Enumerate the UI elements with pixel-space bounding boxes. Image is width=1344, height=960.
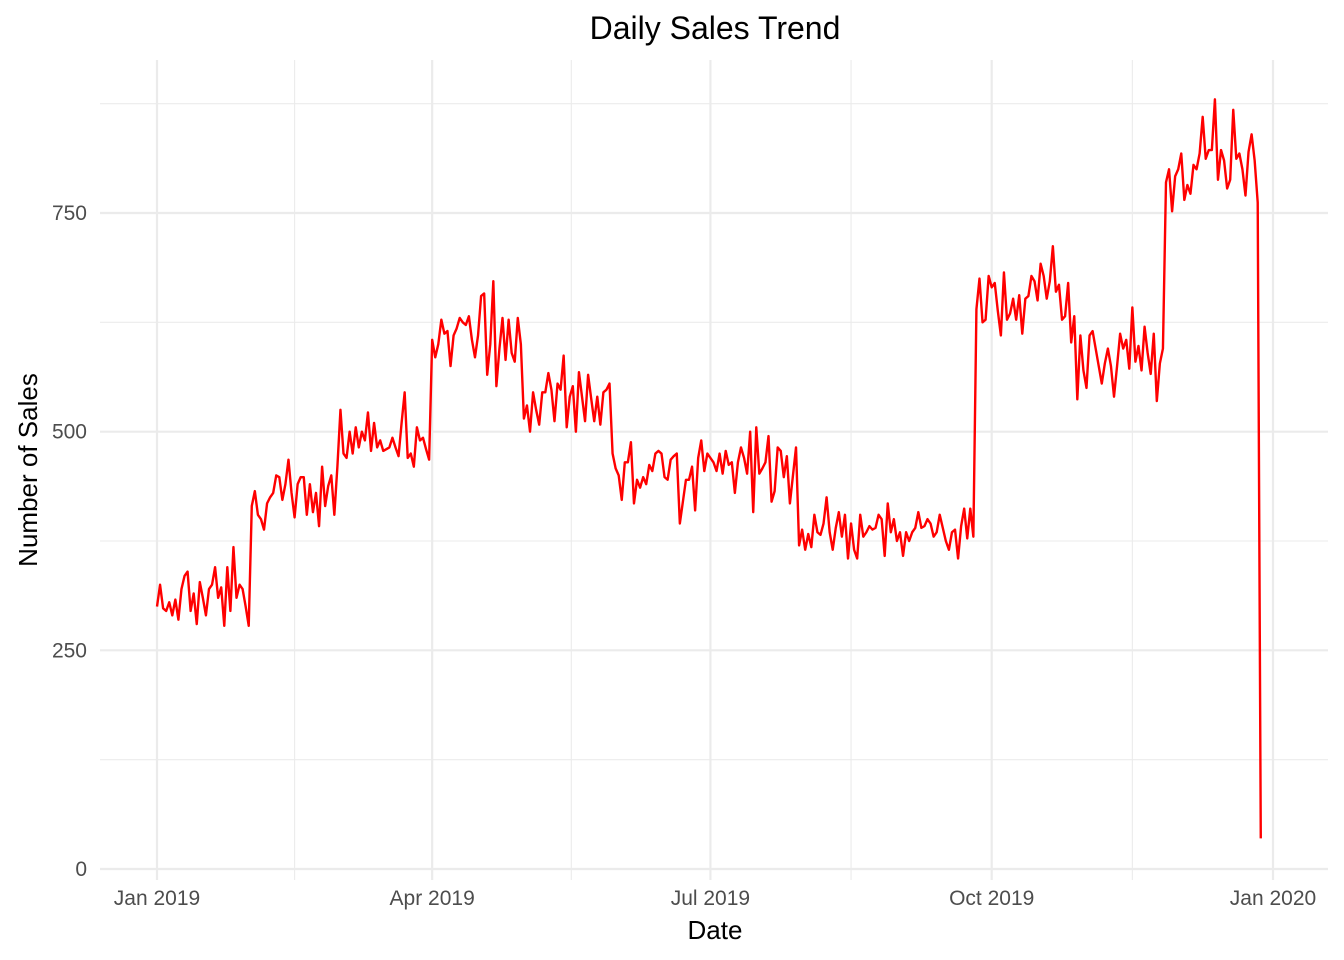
y-tick-label: 750	[52, 202, 87, 225]
series-line-daily-sales	[155, 98, 1262, 839]
y-tick-label: 250	[52, 639, 87, 662]
x-tick-label: Oct 2019	[949, 887, 1034, 910]
y-tick-label: 500	[52, 421, 87, 444]
x-tick-label: Jul 2019	[671, 887, 750, 910]
x-axis-tick-labels: Jan 2019 Apr 2019 Jul 2019 Oct 2019 Jan 2020	[114, 887, 1316, 910]
chart-title: Daily Sales Trend	[590, 10, 841, 46]
x-tick-label: Jan 2020	[1230, 887, 1316, 910]
series-lines	[155, 98, 1262, 839]
major-gridlines	[100, 60, 1328, 880]
y-axis-tick-labels: 0 250 500 750	[52, 202, 87, 881]
x-tick-label: Jan 2019	[114, 887, 200, 910]
minor-gridlines	[100, 60, 1328, 880]
y-tick-label: 0	[75, 858, 87, 881]
x-axis-title: Date	[688, 915, 743, 945]
x-tick-label: Apr 2019	[390, 887, 475, 910]
y-axis-title: Number of Sales	[13, 373, 43, 567]
